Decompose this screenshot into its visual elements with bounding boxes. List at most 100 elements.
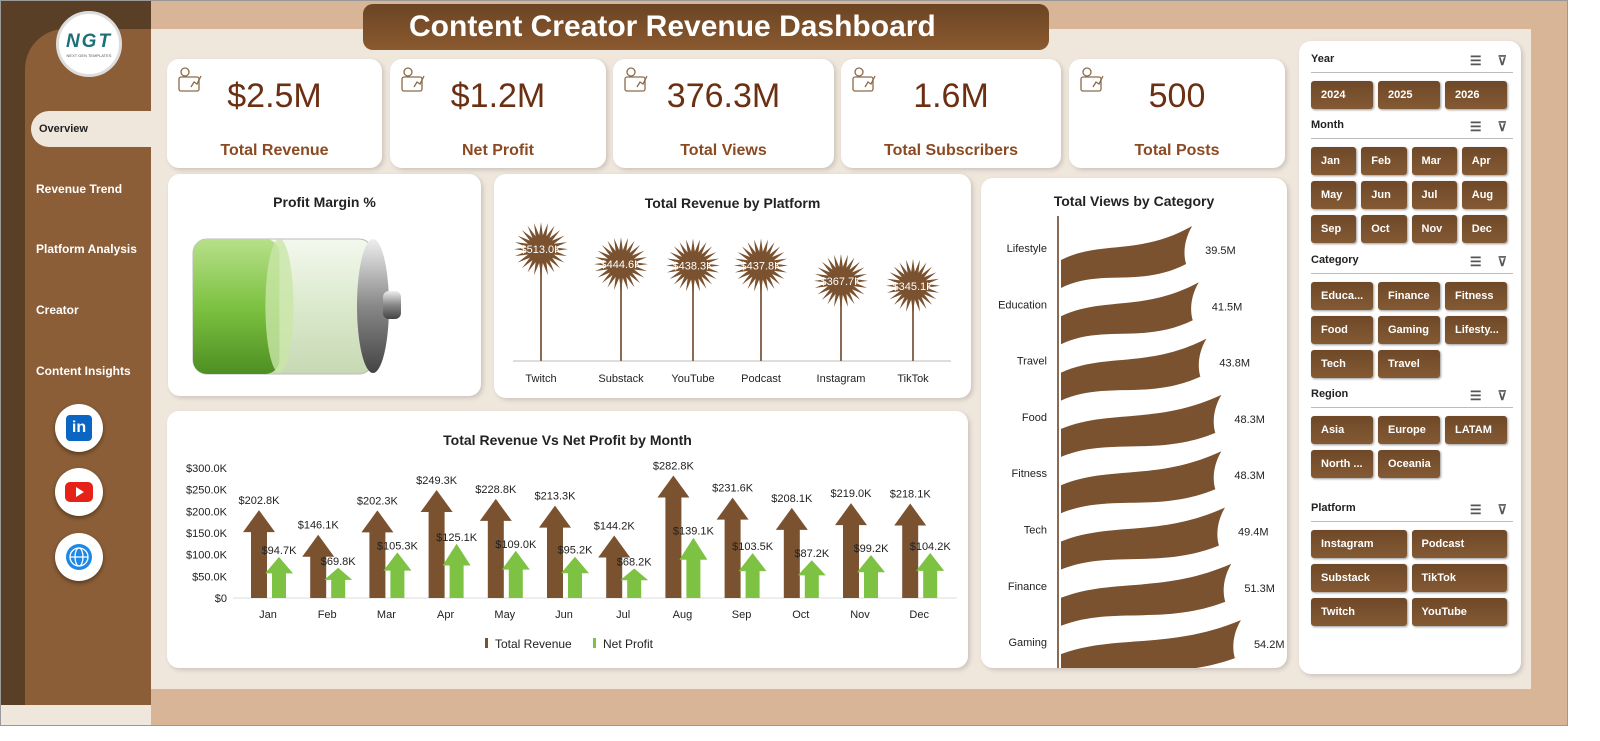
category-label: Food (1022, 412, 1047, 424)
kpi-label: Total Subscribers (884, 142, 1018, 159)
region-filter-button[interactable]: North ... (1311, 450, 1373, 478)
filter-icons: ☰ ⊽ (1470, 53, 1507, 69)
category-filter-button[interactable]: Travel (1378, 350, 1440, 378)
month-filter-button[interactable]: Apr (1461, 147, 1507, 175)
revenue-value-label: $218.1K (890, 488, 932, 500)
kpi-value: 1.6M (913, 77, 989, 115)
month-filter-button[interactable]: Jul (1411, 181, 1457, 209)
region-filter-button[interactable]: Asia (1311, 416, 1373, 444)
y-tick-label: $250.0K (186, 485, 228, 497)
multiselect-icon[interactable]: ☰ (1469, 53, 1482, 68)
region-filter-button[interactable]: LATAM (1445, 416, 1507, 444)
category-value-label: 49.4M (1238, 527, 1269, 539)
clear-filter-icon[interactable]: ⊽ (1497, 388, 1507, 403)
category-filter-button[interactable]: Educa... (1311, 282, 1373, 310)
month-filter-button[interactable]: Dec (1461, 215, 1507, 243)
nav-revenue-trend[interactable]: Revenue Trend (36, 182, 123, 196)
revenue-arrow (598, 535, 631, 598)
nav-platform-analysis[interactable]: Platform Analysis (36, 242, 137, 256)
clear-filter-icon[interactable]: ⊽ (1497, 254, 1507, 269)
category-filter-button[interactable]: Fitness (1445, 282, 1507, 310)
nav-creator[interactable]: Creator (36, 303, 79, 317)
revenue-arrow (420, 489, 453, 598)
bottom-band (151, 689, 1567, 725)
month-filter-button[interactable]: Mar (1411, 147, 1457, 175)
clear-filter-icon[interactable]: ⊽ (1497, 53, 1507, 68)
platform-burst (666, 238, 720, 293)
kpi-value: 376.3M (666, 77, 781, 115)
clear-filter-icon[interactable]: ⊽ (1497, 119, 1507, 134)
platform-filter-button[interactable]: Instagram (1311, 530, 1407, 558)
month-filter-button[interactable]: Feb (1361, 147, 1407, 175)
revenue-value-label: $208.1K (771, 493, 813, 505)
year-filter-button[interactable]: 2026 (1445, 81, 1507, 109)
revenue-value-label: $202.8K (239, 495, 281, 507)
category-filter-button[interactable]: Lifesty... (1445, 316, 1507, 344)
category-filter-button[interactable]: Gaming (1378, 316, 1440, 344)
linkedin-button[interactable]: in (55, 404, 103, 452)
year-filter-button[interactable]: 2024 (1311, 81, 1373, 109)
category-chart-title: Total Views by Category (1053, 193, 1215, 209)
platform-filter-button[interactable]: Twitch (1311, 598, 1407, 626)
revenue-value-label: $282.8K (653, 460, 695, 472)
month-filter-header: Month ☰ ⊽ (1311, 119, 1513, 139)
month-filter-button[interactable]: Jan (1311, 147, 1357, 175)
revenue-value-label: $228.8K (475, 484, 517, 496)
revenue-value-label: $231.6K (712, 483, 754, 495)
month-chart-title: Total Revenue Vs Net Profit by Month (443, 432, 692, 448)
month-filter-button[interactable]: Sep (1311, 215, 1357, 243)
month-filter-button[interactable]: Jun (1361, 181, 1407, 209)
y-tick-label: $100.0K (186, 550, 228, 562)
platform-value-label: $437.8K (741, 261, 783, 273)
platform-filter-button[interactable]: Substack (1311, 564, 1407, 592)
month-filter-button[interactable]: Nov (1411, 215, 1457, 243)
battery-fill-edge (265, 239, 294, 373)
month-label: Sep (732, 609, 752, 621)
profit-arrow (857, 555, 885, 598)
battery-fill (193, 239, 280, 374)
category-filter-button[interactable]: Tech (1311, 350, 1373, 378)
year-filter-button[interactable]: 2025 (1378, 81, 1440, 109)
website-button[interactable] (55, 533, 103, 581)
platform-filter-button[interactable]: TikTok (1411, 564, 1507, 592)
category-value-label: 41.5M (1212, 301, 1243, 313)
profit-arrow (620, 568, 649, 598)
analytics-icon (624, 67, 648, 92)
profit-value-label: $69.8K (321, 556, 357, 568)
month-label: Mar (377, 609, 396, 621)
multiselect-icon[interactable]: ☰ (1469, 388, 1482, 403)
month-chart: $0 $50.0K $100.0K $150.0K $200.0K $250.0K $300… (186, 460, 957, 651)
month-filter-button[interactable]: Aug (1461, 181, 1507, 209)
category-bar (1061, 620, 1241, 668)
category-label: Finance (1008, 581, 1047, 593)
filter-icons: ☰ ⊽ (1470, 254, 1507, 270)
category-filter-button[interactable]: Finance (1378, 282, 1440, 310)
revenue-arrow (835, 503, 867, 598)
category-filter-title: Category (1311, 254, 1359, 266)
month-filter-button[interactable]: May (1311, 181, 1357, 209)
profit-arrow (501, 550, 530, 598)
clear-filter-icon[interactable]: ⊽ (1497, 502, 1507, 517)
platform-filter-button[interactable]: YouTube (1411, 598, 1507, 626)
region-filter-button[interactable]: Oceania (1378, 450, 1440, 478)
multiselect-icon[interactable]: ☰ (1469, 119, 1482, 134)
category-filter-button[interactable]: Food (1311, 316, 1373, 344)
nav-overview[interactable]: Overview (31, 111, 151, 147)
logo: NGT NEXT GEN TEMPLATES (56, 11, 122, 77)
platform-category-label: Twitch (525, 373, 556, 385)
multiselect-icon[interactable]: ☰ (1469, 502, 1482, 517)
month-filter-button[interactable]: Oct (1361, 215, 1407, 243)
growth-chart-icon (401, 67, 425, 92)
multiselect-icon[interactable]: ☰ (1469, 254, 1482, 269)
filter-icons: ☰ ⊽ (1470, 502, 1507, 518)
region-filter-button[interactable]: Europe (1378, 416, 1440, 444)
profit-value-label: $68.2K (617, 556, 653, 568)
filter-panel: Year ☰ ⊽ 2024 2025 2026 Month ☰ ⊽ Jan Feb Mar Apr May… (1299, 41, 1521, 674)
youtube-button[interactable] (55, 468, 103, 516)
revenue-arrow (243, 510, 275, 598)
nav-content-insights[interactable]: Content Insights (36, 364, 131, 378)
platform-filter-button[interactable]: Podcast (1411, 530, 1507, 558)
profit-arrow (324, 567, 353, 598)
platform-category-label: Substack (598, 373, 644, 385)
revenue-arrow (657, 475, 690, 598)
